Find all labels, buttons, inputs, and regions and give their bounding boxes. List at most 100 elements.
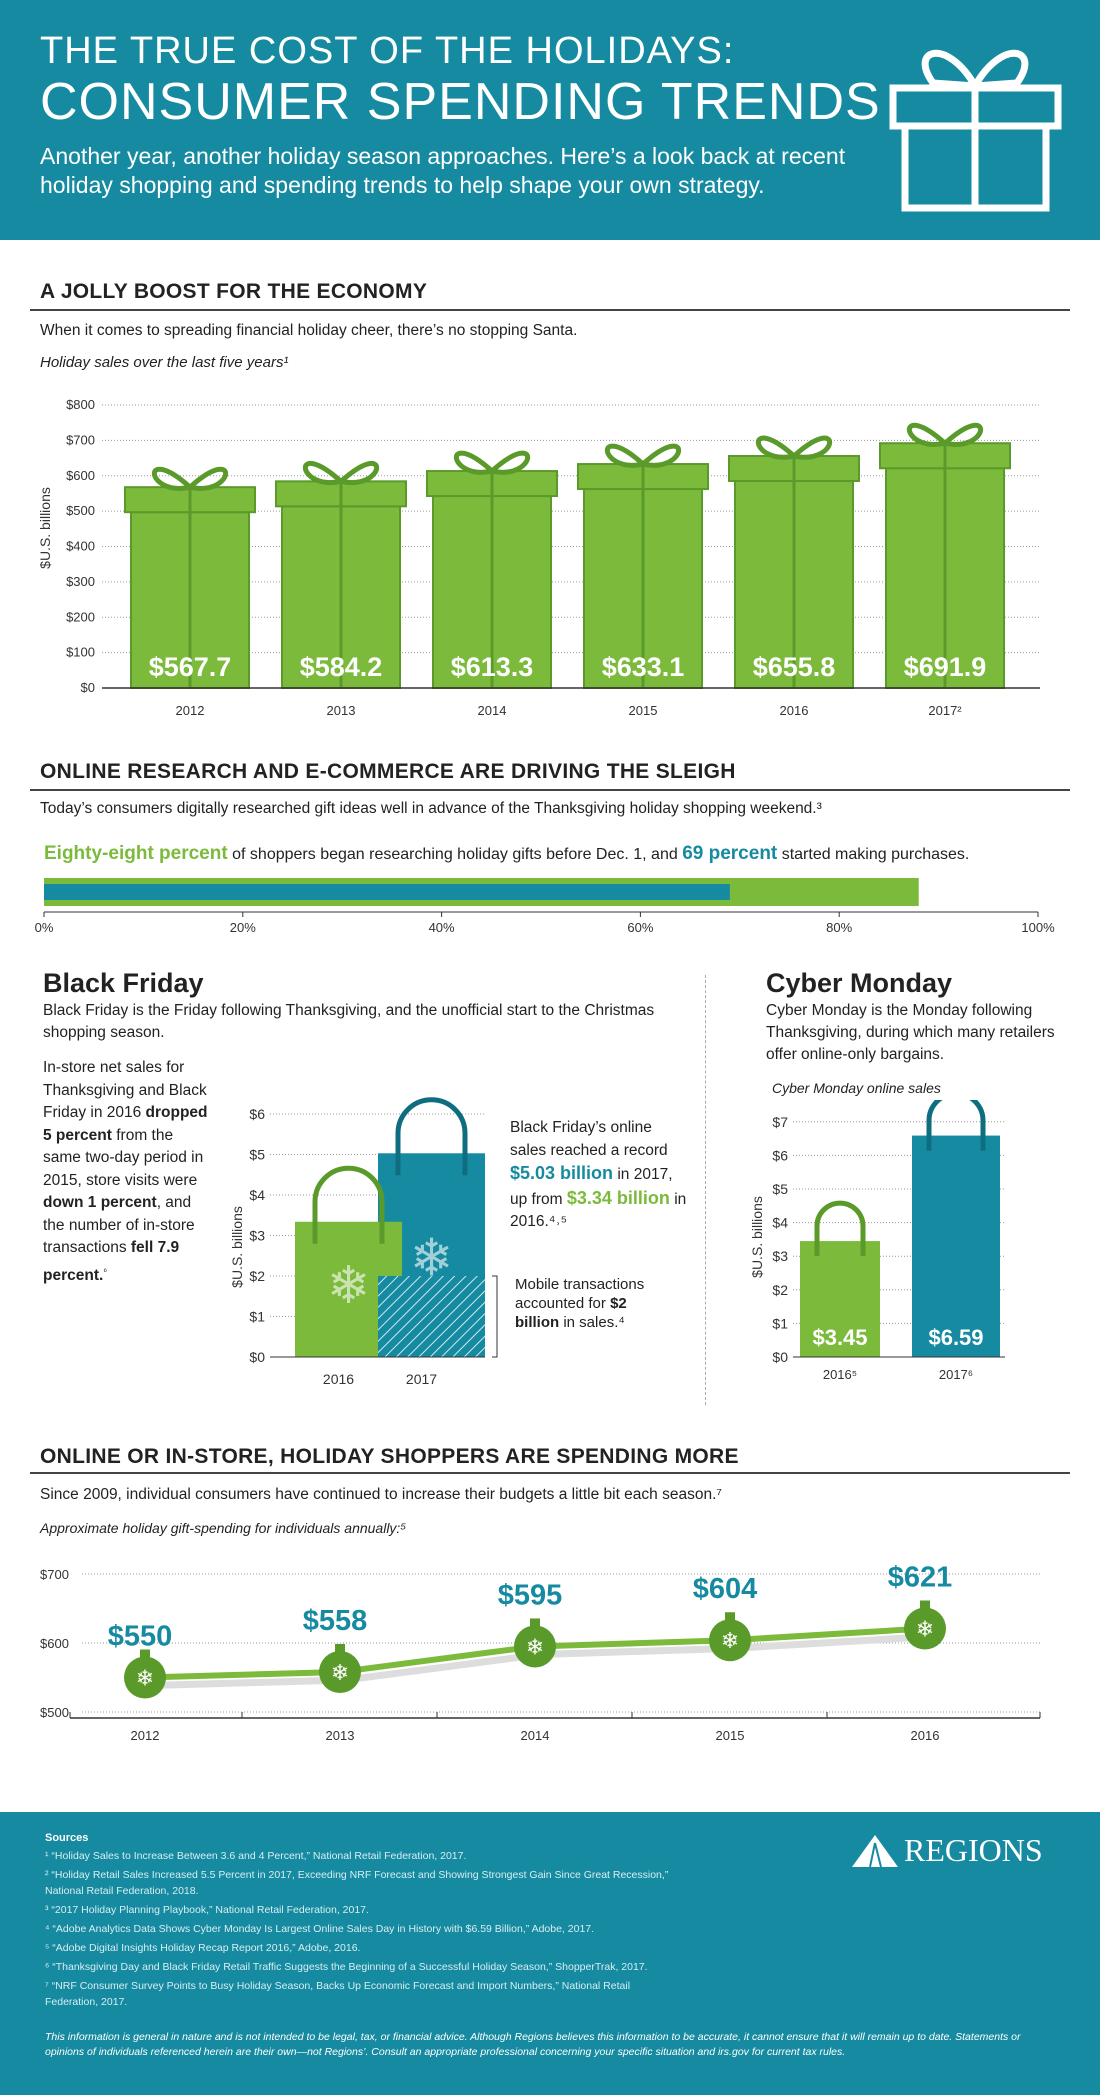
gift-spending-line-chart: $500 $600 $700 ❄ $550 2012 ❄ $558 2013 ❄ $595 2014 ❄… <box>40 1562 1041 1743</box>
y-tick-label: $1 <box>772 1315 788 1331</box>
y-tick-label: $3 <box>772 1248 788 1264</box>
gift-bow <box>151 466 229 491</box>
black-friday-title: Black Friday <box>43 968 204 998</box>
y-tick-label: $5 <box>772 1181 788 1197</box>
x-tick-label: 2017⁶ <box>939 1367 973 1382</box>
section4-heading: ONLINE OR IN-STORE, HOLIDAY SHOPPERS ARE… <box>40 1445 739 1468</box>
regions-logo: REGIONS <box>850 1832 1043 1869</box>
online-sales-note: Black Friday’s online sales reached a re… <box>510 1119 687 1230</box>
disclaimer: This information is general in nature an… <box>45 2031 1021 2058</box>
mobile-bracket <box>492 1275 498 1358</box>
y-tick-label: $600 <box>40 1636 69 1651</box>
section4-text: Since 2009, individual consumers have co… <box>40 1486 722 1503</box>
mobile-note: Mobile transactions accounted for $2 bil… <box>515 1276 645 1331</box>
data-label: $691.9 <box>904 652 987 682</box>
gift-icon <box>889 49 1062 212</box>
source-item: ⁵ “Adobe Digital Insights Holiday Recap … <box>45 1942 361 1954</box>
mobile-share-hatch <box>378 1276 485 1357</box>
data-label: $613.3 <box>451 652 534 682</box>
ornament-cap <box>920 1600 930 1609</box>
x-tick-label: 0% <box>35 920 54 935</box>
data-label: $584.2 <box>300 652 383 682</box>
ornament-marker <box>124 1656 166 1699</box>
sources-title: Sources <box>45 1832 89 1844</box>
header-banner: THE TRUE COST OF THE HOLIDAYS: CONSUMER … <box>0 0 1100 240</box>
y-tick-label: $1 <box>249 1309 265 1325</box>
cyber-monday-title: Cyber Monday <box>766 968 953 998</box>
y-tick-label: $6 <box>772 1147 788 1163</box>
data-label: $567.7 <box>149 652 232 682</box>
x-tick-label: 2014 <box>478 703 507 718</box>
source-item: ⁴ “Adobe Analytics Data Shows Cyber Mond… <box>45 1923 595 1935</box>
ornament-cap <box>335 1643 345 1652</box>
y-tick-label: $400 <box>66 539 95 554</box>
x-tick-label: 2016 <box>911 1728 940 1743</box>
bar-69-percent <box>44 884 730 900</box>
x-tick-label: 2016 <box>323 1371 354 1387</box>
data-label: $550 <box>108 1621 173 1653</box>
y-axis-label: $U.S. billions <box>749 1196 765 1278</box>
data-label: $655.8 <box>753 652 836 682</box>
x-tick-label: 2012 <box>131 1728 160 1743</box>
bag-handle <box>926 1100 986 1151</box>
y-tick-label: $0 <box>249 1349 265 1365</box>
y-tick-label: $700 <box>66 432 95 447</box>
x-tick-label: 100% <box>1021 920 1055 935</box>
ornament-cap <box>140 1649 150 1658</box>
section1-heading: A JOLLY BOOST FOR THE ECONOMY <box>40 280 428 303</box>
bag-handle <box>312 1165 385 1244</box>
cyber-monday-chart: $0 $1 $2 $3 $4 $5 $6 $7 $U.S. billions $3.45 2016⁵… <box>749 1100 1005 1382</box>
x-tick-label: 2014 <box>521 1728 550 1743</box>
y-tick-label: $500 <box>40 1705 69 1720</box>
divider <box>30 1472 1070 1474</box>
x-tick-label: 2016 <box>780 703 809 718</box>
x-tick-label: 80% <box>826 920 852 935</box>
data-label: $595 <box>498 1579 563 1611</box>
source-item: ⁷ “NRF Consumer Survey Points to Busy Ho… <box>45 1980 631 2008</box>
stat-88: Eighty-eight percent <box>44 843 228 864</box>
y-tick-label: $5 <box>249 1147 265 1163</box>
bag-handle <box>814 1200 866 1257</box>
section2-text: Today’s consumers digitally researched g… <box>40 800 822 817</box>
source-item: ² “Holiday Retail Sales Increased 5.5 Pe… <box>45 1869 669 1897</box>
snowflake-icon: ❄ <box>916 1617 934 1642</box>
data-label: $6.59 <box>928 1325 983 1350</box>
x-tick-label: 20% <box>230 920 256 935</box>
regions-triangle-icon <box>852 1835 898 1868</box>
data-label: $604 <box>693 1573 758 1605</box>
y-tick-label: $4 <box>249 1187 265 1203</box>
title-line-2: CONSUMER SPENDING TRENDS <box>40 73 881 131</box>
x-tick-label: 2012 <box>176 703 205 718</box>
x-tick-label: 2016⁵ <box>823 1367 857 1382</box>
divider <box>30 309 1070 311</box>
gift-bow <box>755 435 833 460</box>
y-tick-label: $2 <box>772 1282 788 1298</box>
y-tick-label: $7 <box>772 1114 788 1130</box>
snowflake-icon: ❄ <box>526 1634 544 1659</box>
y-tick-label: $600 <box>66 468 95 483</box>
snowflake-icon: ❄ <box>327 1257 371 1315</box>
y-tick-label: $800 <box>66 397 95 412</box>
stat-text: started making purchases. <box>777 846 970 863</box>
x-tick-label: 2013 <box>326 1728 355 1743</box>
y-tick-label: $2 <box>249 1268 265 1284</box>
ornament-marker <box>319 1650 361 1693</box>
source-item: ⁶ “Thanksgiving Day and Black Friday Ret… <box>45 1961 648 1973</box>
y-tick-label: $6 <box>249 1106 265 1122</box>
y-tick-label: $0 <box>81 680 95 695</box>
cyber-monday-desc: Cyber Monday is the Monday following Tha… <box>766 1002 1055 1063</box>
snowflake-icon: ❄ <box>721 1628 739 1653</box>
footer: Sources ¹ “Holiday Sales to Increase Bet… <box>0 1812 1100 2095</box>
data-label: $621 <box>888 1562 953 1594</box>
title-line-1: THE TRUE COST OF THE HOLIDAYS: <box>40 30 735 72</box>
research-stat: Eighty-eight percent of shoppers began r… <box>44 843 969 865</box>
cyber-bar <box>912 1135 1000 1357</box>
cyber-monday-chart-label: Cyber Monday online sales <box>772 1080 941 1096</box>
column-divider <box>705 975 706 1405</box>
snowflake-icon: ❄ <box>331 1660 349 1685</box>
source-item: ³ “2017 Holiday Planning Playbook,” Nati… <box>45 1904 369 1916</box>
y-tick-label: $700 <box>40 1567 69 1582</box>
holiday-sales-chart: $0 $100 $200 $300 $400 $500 $600 $700 $800 $U.S. … <box>37 397 1040 718</box>
y-tick-label: $200 <box>66 609 95 624</box>
ornament-marker <box>514 1625 556 1668</box>
